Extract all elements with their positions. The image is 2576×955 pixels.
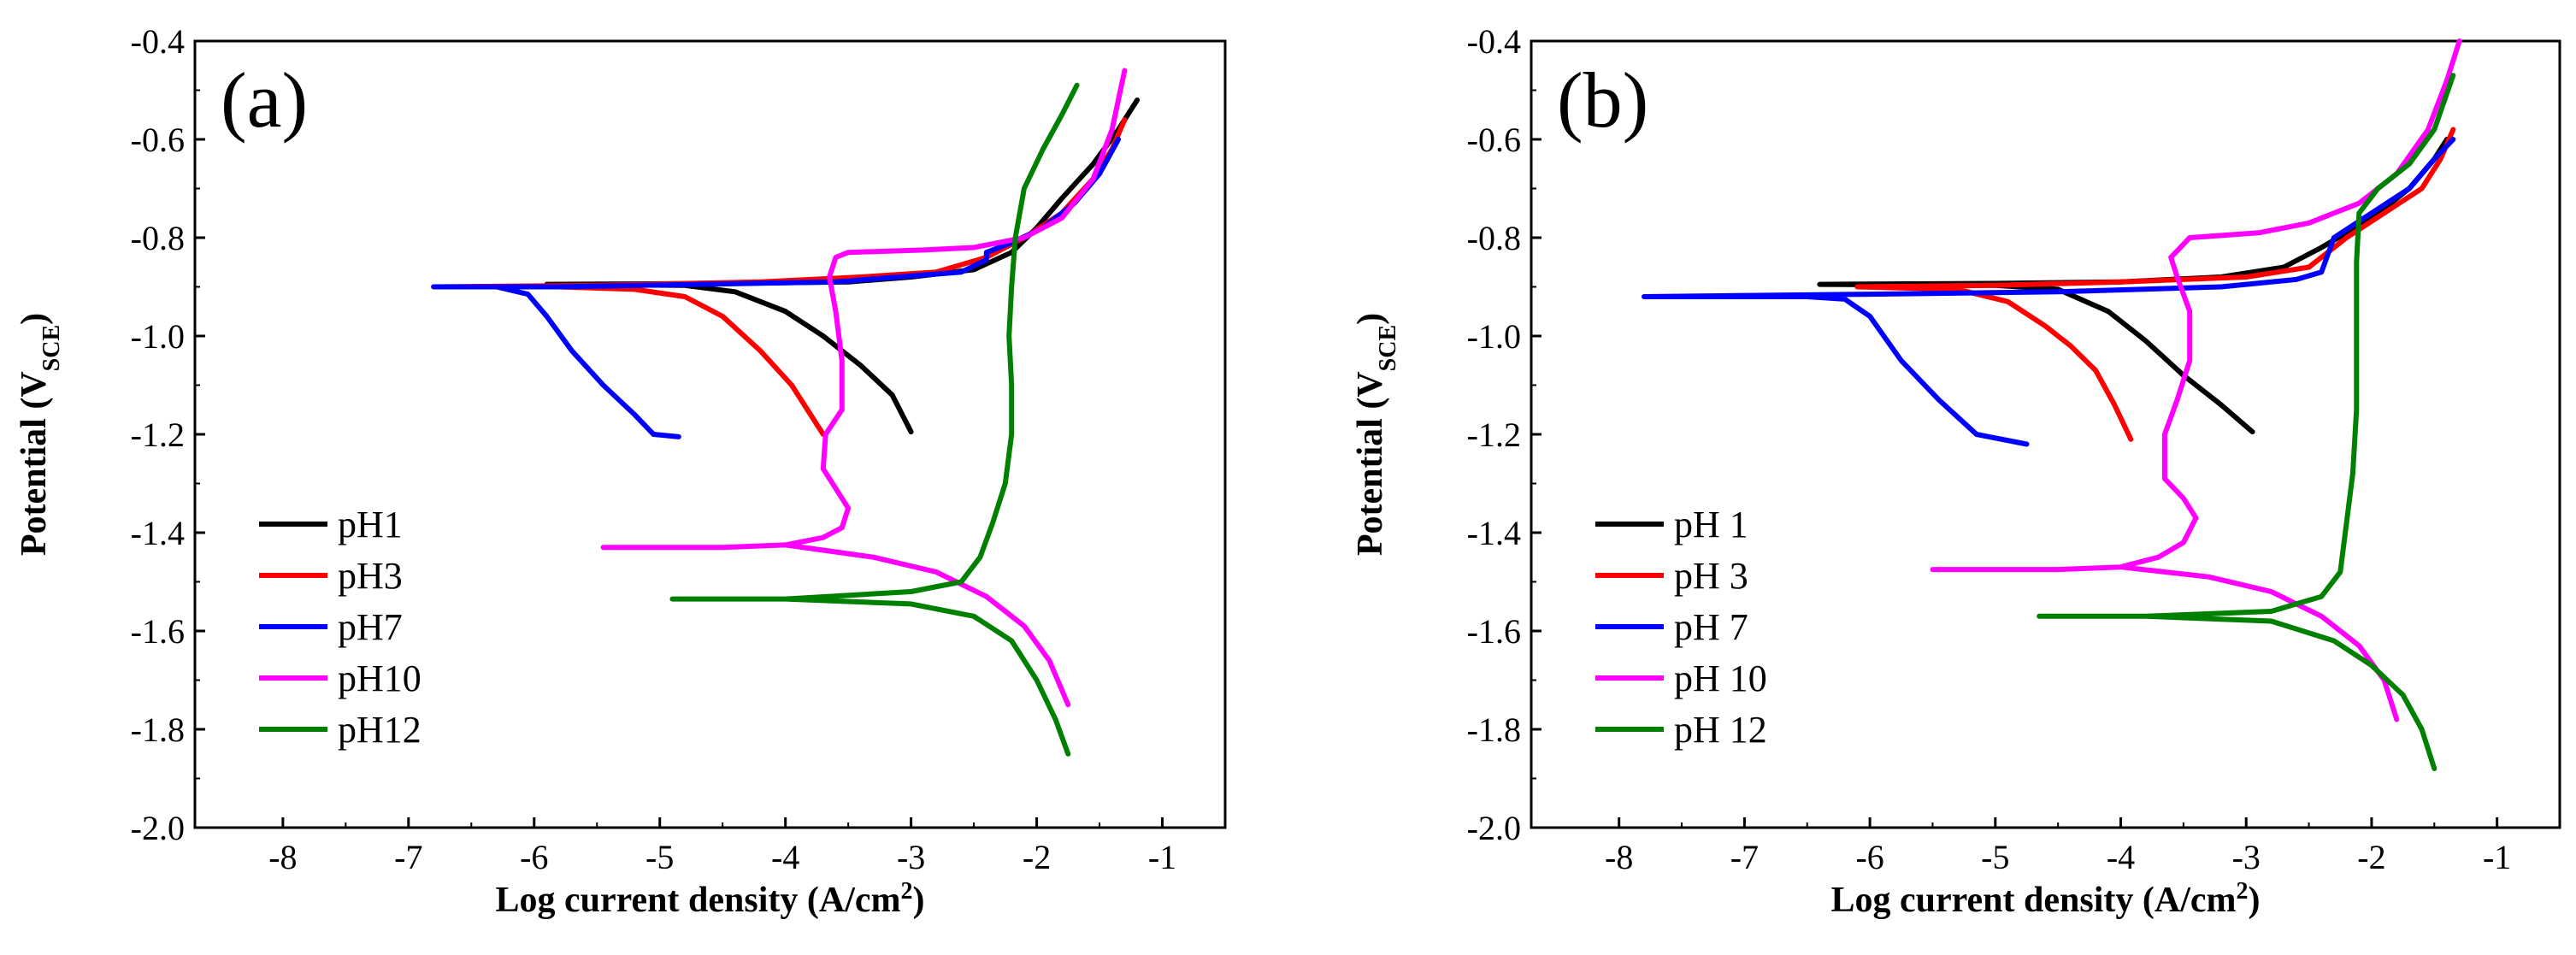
x-tick-label: -1	[2483, 838, 2511, 876]
y-tick-label: -1.8	[1467, 710, 1521, 749]
legend-label: pH7	[338, 606, 403, 648]
y-tick-label: -1.6	[1467, 612, 1521, 651]
legend-label: pH 3	[1674, 555, 1748, 597]
y-tick-label: -0.8	[131, 219, 185, 257]
legend-label: pH 7	[1674, 606, 1748, 648]
legend-label: pH3	[338, 555, 403, 597]
x-axis-title-end: )	[913, 881, 925, 920]
series-line-ph7	[1642, 137, 2456, 447]
y-axis-title-text: Potential (V	[1351, 371, 1390, 556]
x-tick-label: -4	[2107, 838, 2135, 876]
y-tick-label: -1.4	[131, 514, 185, 552]
legend-label: pH1	[338, 504, 403, 545]
legend-label: pH12	[338, 709, 421, 751]
y-axis-title-end: )	[1351, 313, 1390, 325]
series-line-ph12	[2037, 73, 2456, 771]
panel-label: (a)	[221, 56, 308, 144]
panel-label: (b)	[1557, 56, 1648, 144]
legend-label: pH10	[338, 657, 421, 699]
y-axis-title-end: )	[15, 313, 54, 325]
chart-panel-a: -2.0 -1.8 -1.6 -1.4 -1.2 -1.0 -0.8 -0.6 -0.4 -8 -7…	[15, 22, 1227, 921]
y-axis-title: Potential (VSCE)	[1351, 313, 1401, 556]
legend-label: pH 1	[1674, 504, 1748, 545]
y-tick-label: -0.8	[1467, 219, 1521, 257]
x-tick-label: -3	[897, 838, 925, 876]
x-tick-label: -2	[1023, 838, 1051, 876]
x-tick-label: -7	[1730, 838, 1759, 876]
x-tick-label: -8	[268, 838, 297, 876]
series-line-ph7	[431, 137, 1122, 439]
x-tick-label: -4	[771, 838, 799, 876]
y-axis-title-sub: SCE	[1375, 325, 1401, 371]
y-tick-label: -1.6	[131, 612, 185, 651]
y-tick-label: -2.0	[1467, 809, 1521, 847]
y-tick-label: -0.6	[131, 121, 185, 159]
y-tick-label: -1.0	[131, 317, 185, 356]
y-tick-label: -2.0	[131, 809, 185, 847]
series-line-ph12	[669, 82, 1080, 757]
chart-panel-b: -2.0 -1.8 -1.6 -1.4 -1.2 -1.0 -0.8 -0.6 -0.4 -8 -7…	[1351, 22, 2561, 921]
x-tick-label: -6	[1855, 838, 1883, 876]
x-tick-label: -5	[645, 838, 674, 876]
x-tick-label: -2	[2357, 838, 2385, 876]
x-axis-title: Log current density (A/cm2)	[1831, 878, 2261, 921]
x-tick-label: -7	[394, 838, 422, 876]
y-tick-label: -0.6	[1467, 121, 1521, 159]
x-axis-title-text: Log current density (A/cm	[496, 881, 901, 920]
x-tick-label: -6	[520, 838, 548, 876]
series-line-ph3	[431, 117, 1128, 437]
x-axis-title: Log current density (A/cm2)	[496, 878, 925, 921]
series-line-ph10	[600, 68, 1128, 708]
x-axis-title-sup: 2	[901, 878, 913, 905]
y-tick-label: -0.4	[1467, 22, 1521, 61]
y-tick-label: -1.2	[1467, 416, 1521, 454]
x-axis-title-end: )	[2249, 881, 2261, 920]
x-tick-label: -8	[1605, 838, 1633, 876]
y-axis-title-sub: SCE	[38, 325, 65, 371]
y-axis-title-text: Potential (V	[15, 371, 54, 556]
y-tick-label: -1.2	[131, 416, 185, 454]
y-tick-label: -1.8	[131, 710, 185, 749]
x-axis-title-sup: 2	[2237, 878, 2249, 905]
x-tick-label: -1	[1148, 838, 1176, 876]
y-tick-label: -1.0	[1467, 317, 1521, 356]
y-tick-label: -1.4	[1467, 514, 1521, 552]
x-tick-label: -5	[1981, 838, 2009, 876]
y-tick-label: -0.4	[131, 22, 185, 61]
y-axis-title: Potential (VSCE)	[15, 313, 65, 556]
legend-label: pH 10	[1674, 657, 1767, 699]
x-tick-label: -3	[2232, 838, 2261, 876]
legend-label: pH 12	[1674, 709, 1767, 751]
series-line-ph3	[1854, 127, 2456, 442]
x-axis-title-text: Log current density (A/cm	[1831, 881, 2237, 920]
